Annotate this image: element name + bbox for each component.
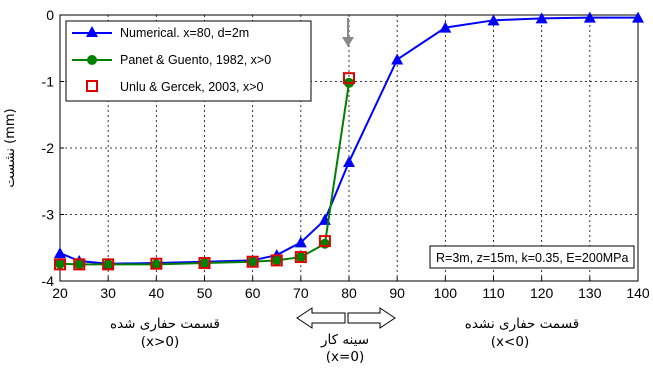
data-point-square bbox=[246, 255, 259, 268]
legend-entry-panet: Panet & Guento, 1982, x>0 bbox=[72, 53, 271, 67]
x-tick-label: 140 bbox=[626, 285, 650, 301]
data-point-square bbox=[343, 72, 355, 85]
y-tick-label: -1 bbox=[42, 74, 55, 90]
data-point-circle bbox=[199, 258, 210, 269]
data-point-circle bbox=[55, 258, 65, 269]
data-point-square bbox=[102, 258, 115, 271]
series-layer bbox=[54, 11, 644, 271]
data-point-circle bbox=[319, 238, 330, 249]
unexcavated-label: قسمت حفاری نشده bbox=[465, 316, 579, 332]
data-point-square bbox=[294, 251, 307, 264]
data-point-square bbox=[73, 258, 86, 271]
legend-entry-numerical: Numerical. x=80, d=2m bbox=[72, 26, 249, 40]
x-tick-label: 20 bbox=[52, 285, 68, 301]
legend-label-numerical: Numerical. x=80, d=2m bbox=[120, 26, 249, 40]
x-tick-label: 30 bbox=[100, 285, 116, 301]
x-tick-label: 100 bbox=[434, 285, 458, 301]
x-axis-ticks: 20 30 40 50 60 70 80 90 100 110 120 130 140 bbox=[52, 277, 650, 301]
data-point-triangle bbox=[439, 21, 452, 33]
parameters-box: R=3m, z=15m, k=0.35, E=200MPa bbox=[429, 245, 635, 269]
data-point-circle bbox=[247, 256, 258, 267]
face-double-arrow bbox=[296, 307, 396, 329]
data-point-triangle bbox=[535, 12, 548, 24]
data-point-triangle bbox=[583, 11, 596, 23]
x-tick-label: 120 bbox=[530, 285, 554, 301]
x-tick-label: 110 bbox=[482, 285, 505, 301]
legend-marker-circle bbox=[87, 55, 97, 65]
legend-entry-unlu: Unlu & Gercek, 2003, x>0 bbox=[86, 80, 264, 94]
x-tick-label: 80 bbox=[341, 285, 357, 301]
data-point-triangle bbox=[54, 247, 66, 259]
face-label: سینه کار bbox=[320, 332, 369, 348]
unexcavated-condition: (x<0) bbox=[491, 334, 529, 350]
series-1 bbox=[55, 77, 354, 270]
data-point-triangle bbox=[487, 14, 500, 26]
series-line bbox=[59, 82, 350, 266]
y-axis-label: نشست (mm) bbox=[3, 108, 18, 187]
data-point-square bbox=[150, 257, 163, 270]
data-point-triangle bbox=[391, 53, 404, 65]
x-tick-label: 40 bbox=[149, 285, 165, 301]
data-point-circle bbox=[295, 252, 306, 263]
x-tick-label: 130 bbox=[578, 285, 602, 301]
face-marker-arrow bbox=[342, 18, 354, 47]
data-point-circle bbox=[271, 255, 282, 266]
x-tick-label: 70 bbox=[293, 285, 309, 301]
data-point-square bbox=[198, 257, 211, 270]
data-point-circle bbox=[74, 259, 85, 270]
data-point-triangle bbox=[632, 11, 644, 23]
legend: Numerical. x=80, d=2m Panet & Guento, 19… bbox=[65, 20, 312, 102]
legend-label-unlu: Unlu & Gercek, 2003, x>0 bbox=[120, 80, 264, 94]
legend-marker-square bbox=[86, 80, 98, 92]
parameters-text: R=3m, z=15m, k=0.35, E=200MPa bbox=[436, 251, 629, 265]
y-tick-label: 0 bbox=[46, 7, 54, 23]
y-tick-label: -3 bbox=[42, 207, 55, 223]
y-axis-ticks: 0 -1 -2 -3 -4 bbox=[42, 7, 64, 289]
excavated-label: قسمت حفاری شده bbox=[110, 316, 220, 332]
y-tick-label: -2 bbox=[42, 140, 55, 156]
data-point-square bbox=[54, 258, 66, 271]
data-point-circle bbox=[151, 259, 162, 270]
excavated-condition: (x>0) bbox=[141, 334, 179, 350]
x-tick-label: 90 bbox=[389, 285, 405, 301]
series-2 bbox=[54, 72, 355, 271]
data-point-triangle bbox=[294, 236, 307, 248]
data-point-square bbox=[318, 235, 331, 248]
x-tick-label: 50 bbox=[197, 285, 213, 301]
face-condition: (x=0) bbox=[326, 349, 364, 365]
x-tick-label: 60 bbox=[245, 285, 261, 301]
data-point-triangle bbox=[343, 155, 355, 167]
legend-marker-triangle bbox=[86, 26, 98, 37]
data-point-square bbox=[270, 254, 283, 267]
legend-label-panet: Panet & Guento, 1982, x>0 bbox=[120, 53, 271, 67]
y-tick-label: -4 bbox=[42, 273, 55, 289]
data-point-circle bbox=[103, 259, 114, 270]
